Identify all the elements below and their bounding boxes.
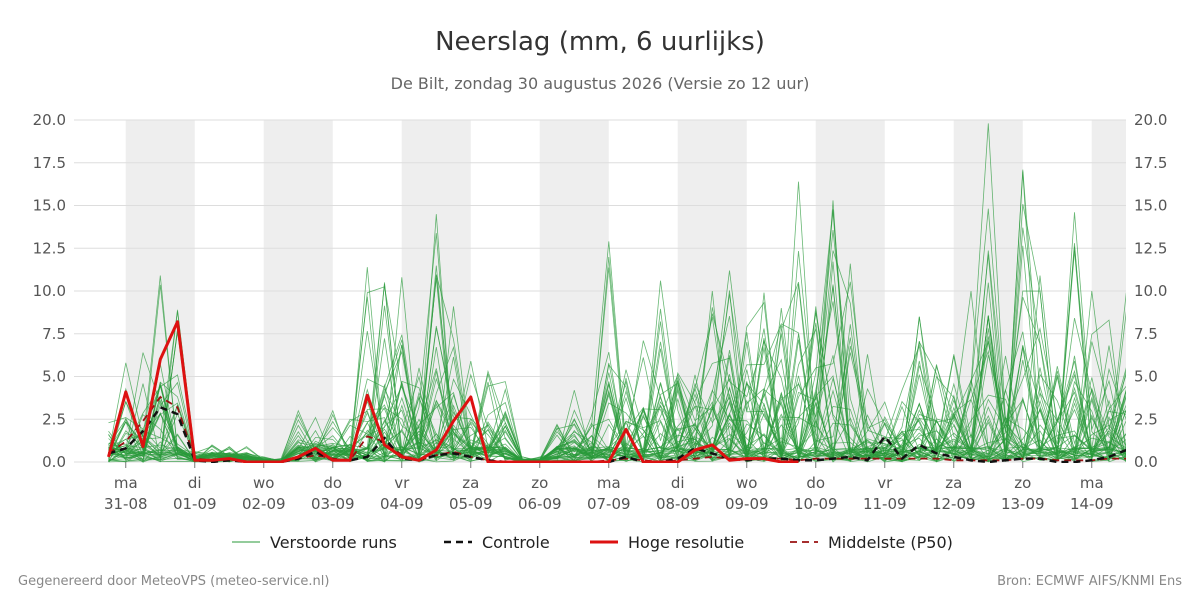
- x-tick-day: ma: [597, 474, 621, 492]
- y-tick-label-left: 0.0: [42, 453, 66, 471]
- y-tick-label-left: 12.5: [33, 239, 66, 257]
- x-tick-day: do: [806, 474, 825, 492]
- x-tick-day: ma: [1080, 474, 1104, 492]
- x-tick-date: 01-09: [173, 495, 217, 513]
- y-tick-label-right: 0.0: [1134, 453, 1158, 471]
- x-tick-day: za: [945, 474, 962, 492]
- y-tick-label-left: 2.5: [42, 410, 66, 428]
- y-tick-label-right: 17.5: [1134, 154, 1167, 172]
- y-tick-label-left: 15.0: [33, 197, 66, 215]
- legend-item-perturbed: Verstoorde runs: [232, 533, 397, 552]
- x-tick-date: 08-09: [656, 495, 700, 513]
- main-series: [107, 320, 1126, 463]
- x-tick-date: 02-09: [242, 495, 286, 513]
- highres-line: [107, 320, 799, 463]
- legend-item-control: Controle: [444, 533, 550, 552]
- x-tick-day: za: [462, 474, 479, 492]
- y-tick-label-right: 7.5: [1134, 325, 1158, 343]
- y-tick-label-right: 10.0: [1134, 282, 1167, 300]
- y-axis-right: 0.0 2.5 5.0 7.5 10.0 12.5 15.0 17.5 20.0: [1134, 111, 1167, 471]
- x-tick-day: vr: [877, 474, 893, 492]
- y-tick-label-left: 20.0: [33, 111, 66, 129]
- x-tick-date: 06-09: [518, 495, 562, 513]
- x-tick-day: wo: [253, 474, 274, 492]
- x-tick-day: di: [671, 474, 685, 492]
- x-tick-day: ma: [114, 474, 138, 492]
- x-tick-date: 05-09: [449, 495, 493, 513]
- x-tick-day: vr: [394, 474, 410, 492]
- x-tick-date: 07-09: [587, 495, 631, 513]
- x-tick-date: 03-09: [311, 495, 355, 513]
- y-tick-label-right: 20.0: [1134, 111, 1167, 129]
- x-tick-date: 31-08: [104, 495, 148, 513]
- legend-label-highres: Hoge resolutie: [628, 533, 744, 552]
- footer-generated-by: Gegenereerd door MeteoVPS (meteo-service…: [18, 574, 329, 589]
- x-tick-date: 09-09: [725, 495, 769, 513]
- y-tick-label-left: 17.5: [33, 154, 66, 172]
- y-tick-label-left: 5.0: [42, 368, 66, 386]
- x-tick-day: wo: [736, 474, 757, 492]
- footer-source: Bron: ECMWF AIFS/KNMI Ens: [997, 574, 1182, 589]
- y-tick-label-left: 10.0: [33, 282, 66, 300]
- chart-title: Neerslag (mm, 6 uurlijks): [435, 27, 765, 57]
- legend-label-control: Controle: [482, 533, 550, 552]
- legend-item-highres: Hoge resolutie: [590, 533, 744, 552]
- x-tick-day: di: [188, 474, 202, 492]
- x-tick-day: zo: [1014, 474, 1031, 492]
- x-tick-date: 11-09: [863, 495, 907, 513]
- x-tick-date: 13-09: [1001, 495, 1045, 513]
- legend-item-median: Middelste (P50): [790, 533, 953, 552]
- chart-subtitle: De Bilt, zondag 30 augustus 2026 (Versie…: [391, 74, 810, 93]
- y-axis-left: 0.0 2.5 5.0 7.5 10.0 12.5 15.0 17.5 20.0: [33, 111, 66, 471]
- y-tick-label-right: 15.0: [1134, 197, 1167, 215]
- y-tick-label-right: 2.5: [1134, 410, 1158, 428]
- x-tick-day: do: [323, 474, 342, 492]
- perturbed-run-line: [108, 227, 1126, 463]
- y-tick-label-right: 5.0: [1134, 368, 1158, 386]
- y-tick-label-left: 7.5: [42, 325, 66, 343]
- x-axis: ma 31-08 di 01-09 wo 02-09 do 03-09 vr 04-09 za 05-…: [104, 462, 1114, 513]
- x-tick-date: 10-09: [794, 495, 838, 513]
- x-tick-date: 04-09: [380, 495, 424, 513]
- legend-label-median: Middelste (P50): [828, 533, 953, 552]
- y-tick-label-right: 12.5: [1134, 239, 1167, 257]
- x-tick-date: 12-09: [932, 495, 976, 513]
- legend-label-perturbed: Verstoorde runs: [270, 533, 397, 552]
- x-tick-date: 14-09: [1070, 495, 1114, 513]
- control-line: [108, 406, 1126, 463]
- perturbed-run-line: [108, 338, 1126, 463]
- x-tick-day: zo: [531, 474, 548, 492]
- legend: Verstoorde runs Controle Hoge resolutie …: [232, 533, 953, 552]
